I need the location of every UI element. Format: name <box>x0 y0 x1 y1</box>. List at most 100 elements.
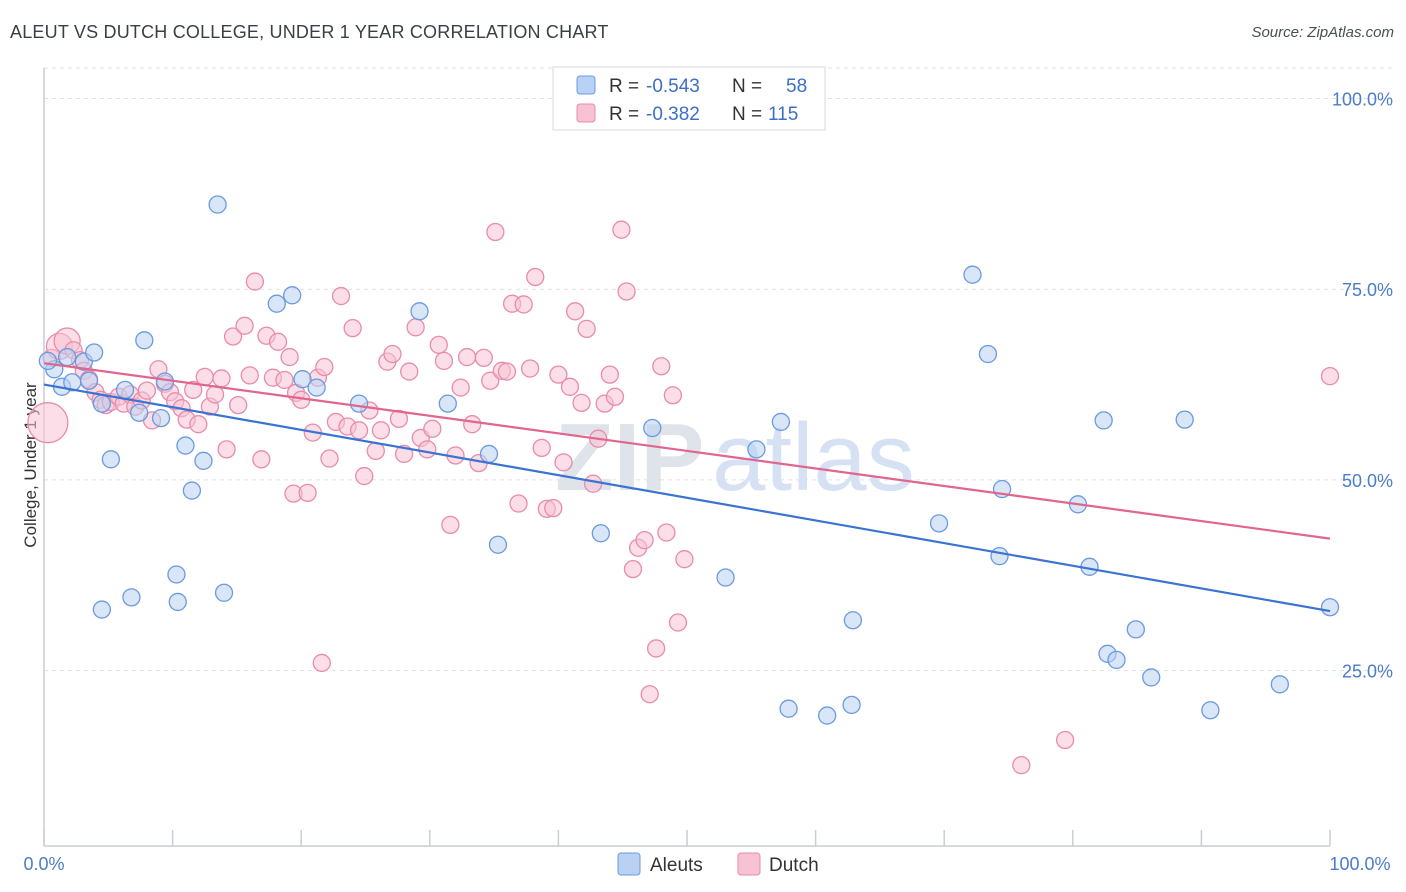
dutch-point <box>389 409 409 429</box>
aleut-point <box>168 592 187 612</box>
dutch-point <box>1055 730 1075 750</box>
dutch-point <box>229 395 248 415</box>
dutch-point <box>349 421 369 440</box>
dutch-point <box>312 653 331 673</box>
dutch-point <box>668 613 688 632</box>
dutch-point <box>532 438 551 457</box>
aleut-point <box>92 394 112 413</box>
legend-r-label-dutch: R = <box>609 104 639 125</box>
dutch-point <box>423 419 442 438</box>
aleut-point <box>842 695 861 715</box>
x-tick-label-min: 0.0% <box>23 854 64 874</box>
aleut-point <box>267 294 286 313</box>
dutch-point <box>640 685 659 704</box>
series-legend: Aleuts Dutch <box>617 852 819 876</box>
dutch-point <box>223 327 243 346</box>
dutch-point <box>1320 366 1340 386</box>
aleut-point <box>194 451 213 470</box>
legend-box <box>552 66 826 131</box>
dutch-point <box>383 344 402 364</box>
legend-r-label-aleuts: R = <box>609 76 639 97</box>
aleut-point <box>85 343 104 362</box>
legend-r-value-dutch: -0.382 <box>646 104 700 125</box>
legend-n-value-dutch: 115 <box>768 104 798 125</box>
aleut-point <box>182 481 202 500</box>
dutch-point <box>298 483 317 502</box>
aleut-point <box>115 380 135 400</box>
aleut-point <box>307 378 326 397</box>
aleut-point <box>963 265 982 284</box>
aleut-point <box>293 370 312 389</box>
aleut-point <box>1270 675 1289 694</box>
aleut-point <box>488 535 508 554</box>
aleut-point <box>135 331 154 350</box>
legend-r-value-aleuts: -0.543 <box>646 76 700 97</box>
aleut-point <box>1126 620 1145 639</box>
dutch-point <box>406 318 425 337</box>
chart-title: ALEUT VS DUTCH COLLEGE, UNDER 1 YEAR COR… <box>10 22 609 42</box>
aleut-point <box>349 394 369 413</box>
dutch-point <box>331 286 351 306</box>
aleut-points <box>38 195 1340 725</box>
aleut-point <box>716 568 735 587</box>
trend-lines <box>43 362 1331 613</box>
dutch-point <box>675 550 694 569</box>
dutch-point <box>605 387 625 406</box>
dutch-point <box>600 365 619 384</box>
dutch-point <box>441 515 460 535</box>
dutch-point <box>343 318 362 338</box>
legend-swatch-aleuts <box>576 75 596 95</box>
legend-n-label-dutch: N = <box>732 104 762 125</box>
dutch-point <box>400 362 419 381</box>
dutch-point <box>315 357 334 377</box>
dutch-point <box>572 393 591 412</box>
aleut-point <box>38 351 58 371</box>
aleut-point <box>167 565 186 584</box>
aleut-point <box>990 547 1009 566</box>
aleut-point <box>818 706 837 725</box>
aleut-point <box>130 403 149 422</box>
x-tick-label-max: 100.0% <box>1329 854 1390 874</box>
aleut-point <box>978 344 998 364</box>
aleut-point <box>479 444 499 464</box>
dutch-point <box>623 559 643 579</box>
aleut-point <box>410 302 429 321</box>
correlation-legend: R = -0.543 N = 58 R = -0.382 N = 115 <box>552 66 826 131</box>
dutch-point <box>371 421 391 440</box>
dutch-point <box>451 378 470 397</box>
aleut-point <box>779 699 798 718</box>
dutch-point <box>583 474 603 493</box>
y-tick-label: 25.0% <box>1342 662 1393 682</box>
aleut-point <box>92 600 112 619</box>
aleut-point <box>843 611 863 630</box>
dutch-point <box>184 380 203 400</box>
dutch-point <box>320 449 339 468</box>
dutch-point <box>554 453 573 472</box>
dutch-point <box>612 220 631 239</box>
dutch-point <box>577 319 596 339</box>
dutch-point <box>457 347 477 367</box>
aleut-point <box>57 347 77 367</box>
aleut-point <box>929 514 949 533</box>
watermark-zip: ZIP <box>555 404 704 511</box>
dutch-point <box>434 351 454 371</box>
aleut-point <box>1175 410 1194 429</box>
dutch-point <box>1012 755 1031 775</box>
aleut-point <box>214 583 234 602</box>
dutch-point <box>212 369 231 388</box>
dutch-point <box>652 357 671 376</box>
dutch-point <box>520 359 540 378</box>
dutch-point <box>280 347 299 367</box>
aleut-point <box>151 408 171 428</box>
dutch-point <box>252 450 271 469</box>
legend-swatch-dutch <box>576 103 596 123</box>
dutch-point <box>235 316 254 335</box>
dutch-point <box>429 335 448 355</box>
dutch-point <box>514 295 533 314</box>
bottom-legend-swatch-dutch <box>737 852 761 876</box>
dutch-point <box>27 402 69 444</box>
dutch-point <box>137 381 157 400</box>
aleut-point <box>747 440 766 459</box>
chart-source: Source: ZipAtlas.com <box>1251 24 1394 41</box>
aleut-point <box>176 436 195 455</box>
